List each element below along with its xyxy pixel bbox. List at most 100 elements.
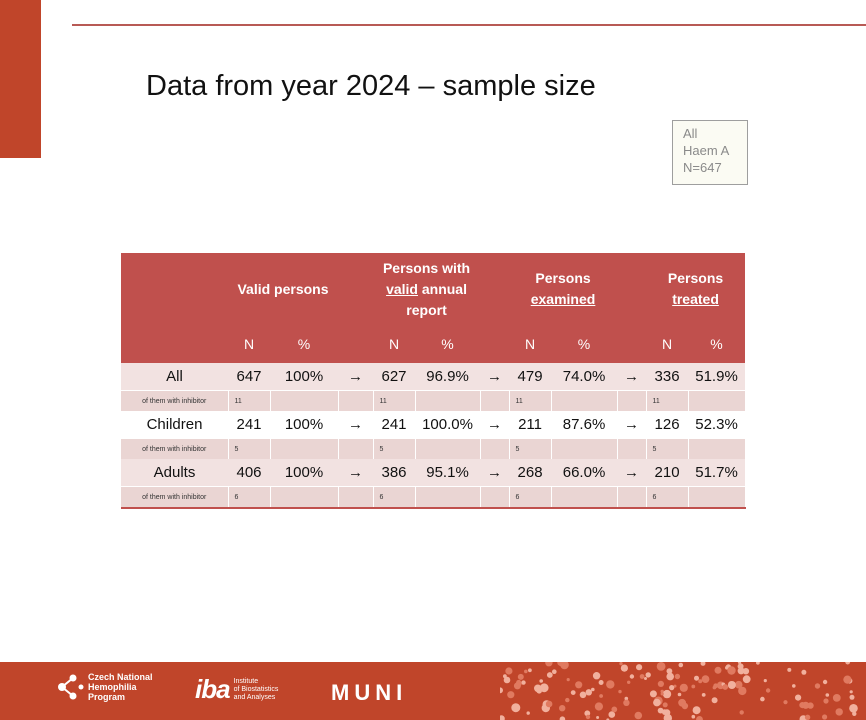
arrow-icon: → [480,411,510,439]
sample-size-table: Valid persons Persons with valid annual … [121,253,746,509]
subrow-empty-cell [270,390,339,411]
cnhp-logo-line: Program [88,692,126,702]
decorative-dot [594,702,603,711]
note-line: Haem A [683,143,730,158]
decorative-dot [629,674,635,679]
cell-n: 647 [228,363,270,391]
col-header-pct: % [551,325,618,363]
cell-pct: 52.3% [688,411,746,439]
decorative-dot [539,679,543,683]
iba-logo: iba Institute of Biostatistics and Analy… [195,674,278,705]
subrow-gap-cell [617,390,647,411]
iba-logo-mark: iba [195,674,231,704]
decorative-dot [546,672,553,678]
decorative-dot [599,694,603,698]
subrow-gap-cell [338,438,374,459]
decorative-dot [673,684,677,688]
cell-pct: 95.1% [415,459,481,487]
decorative-dot [598,680,604,685]
row-label: Adults [121,459,228,487]
cell-inhibitor-count: 6 [646,486,689,509]
cell-pct: 66.0% [551,459,618,487]
decorative-dot [711,697,718,704]
decorative-dot [843,675,852,684]
subrow-empty-cell [415,486,481,509]
decorative-dot [585,714,591,720]
subrow-gap-cell [480,486,510,509]
cnhp-logo-line: Czech National [88,672,153,682]
decorative-dot [666,668,673,674]
cell-n: 386 [373,459,416,487]
decorative-dot [712,685,717,690]
decorative-dot [545,700,553,708]
decorative-dot [552,669,557,674]
subrow-label: of them with inhibitor [121,438,229,459]
cell-inhibitor-count: 6 [373,486,416,509]
subrow-empty-cell [551,486,618,509]
decorative-dot [660,692,664,696]
decorative-dot [739,710,744,715]
decorative-dot [756,662,760,665]
subrow-empty-cell [688,390,746,411]
decorative-dot [823,698,829,704]
decorative-dot [634,711,643,720]
decorative-dot [765,688,771,693]
decorative-dot [559,716,566,720]
decorative-dot [804,714,811,720]
decorative-dot [644,677,647,680]
subrow-empty-cell [270,486,339,509]
cell-n: 479 [509,363,552,391]
decorative-dot [656,662,666,671]
cell-n: 211 [509,411,552,439]
decorative-dot [727,666,736,675]
col-header-pct: % [688,325,746,363]
decorative-dot [669,685,675,691]
cell-pct: 51.7% [688,459,746,487]
decorative-dot [801,669,807,675]
arrow-icon: → [480,459,510,487]
decorative-dot [763,679,767,683]
header-gap-cell [480,325,510,363]
subrow-empty-cell [270,438,339,459]
cell-n: 336 [646,363,689,391]
decorative-dot [835,708,843,716]
note-box: All Haem A N=647 [672,120,748,185]
decorative-dot [698,679,703,684]
cell-inhibitor-count: 5 [373,438,416,459]
cell-pct: 87.6% [551,411,618,439]
table-row: Adults 406 100% → 386 95.1% → 268 66.0% → 210 51.7% [121,459,746,487]
decorative-dot [507,691,515,699]
decorative-dot [591,687,595,692]
decorative-dot [663,713,672,720]
decorative-dot [832,694,841,702]
decorative-dot [700,662,706,666]
top-divider-line [72,24,866,26]
cell-pct: 100% [270,411,339,439]
subrow-gap-cell [338,390,374,411]
subrow-empty-cell [551,438,618,459]
decorative-dot [575,681,583,689]
decorative-dot [666,672,674,681]
decorative-dot [566,678,570,682]
decorative-dot [517,673,524,680]
decorative-dot [627,680,631,684]
decorative-dot [737,667,745,675]
decorative-dot [539,683,549,693]
cell-n: 241 [373,411,416,439]
column-header-row: N % N % N % N % [121,325,746,363]
subrow-gap-cell [480,390,510,411]
cell-inhibitor-count: 5 [228,438,271,459]
slide-title: Data from year 2024 – sample size [146,70,596,102]
col-header-pct: % [270,325,339,363]
col-header-n: N [228,325,270,363]
decorative-dot [503,676,511,684]
cell-inhibitor-count: 11 [373,390,416,411]
decorative-dot [722,684,729,690]
decorative-dot [596,716,600,719]
group-header: Persons examined [509,253,618,325]
decorative-dot [760,696,765,702]
decorative-dot [845,662,851,665]
decorative-dot [619,662,623,666]
decorative-dot [559,705,566,712]
subrow-empty-cell [688,438,746,459]
